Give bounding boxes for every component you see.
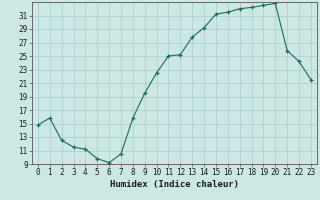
X-axis label: Humidex (Indice chaleur): Humidex (Indice chaleur)	[110, 180, 239, 189]
